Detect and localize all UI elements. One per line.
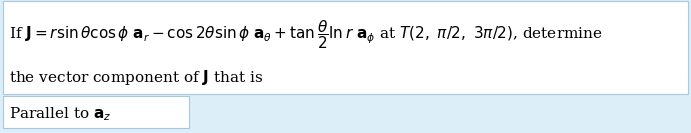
FancyBboxPatch shape (3, 96, 189, 128)
Text: If $\mathbf{J} = r\sin\theta\cos\phi\ \mathbf{a}_r - \cos 2\theta\sin\phi\ \math: If $\mathbf{J} = r\sin\theta\cos\phi\ \m… (9, 18, 603, 51)
Text: Parallel to $\mathbf{a}_z$: Parallel to $\mathbf{a}_z$ (9, 105, 111, 123)
FancyBboxPatch shape (3, 1, 688, 94)
Text: the vector component of $\mathbf{J}$ that is: the vector component of $\mathbf{J}$ tha… (9, 68, 263, 87)
